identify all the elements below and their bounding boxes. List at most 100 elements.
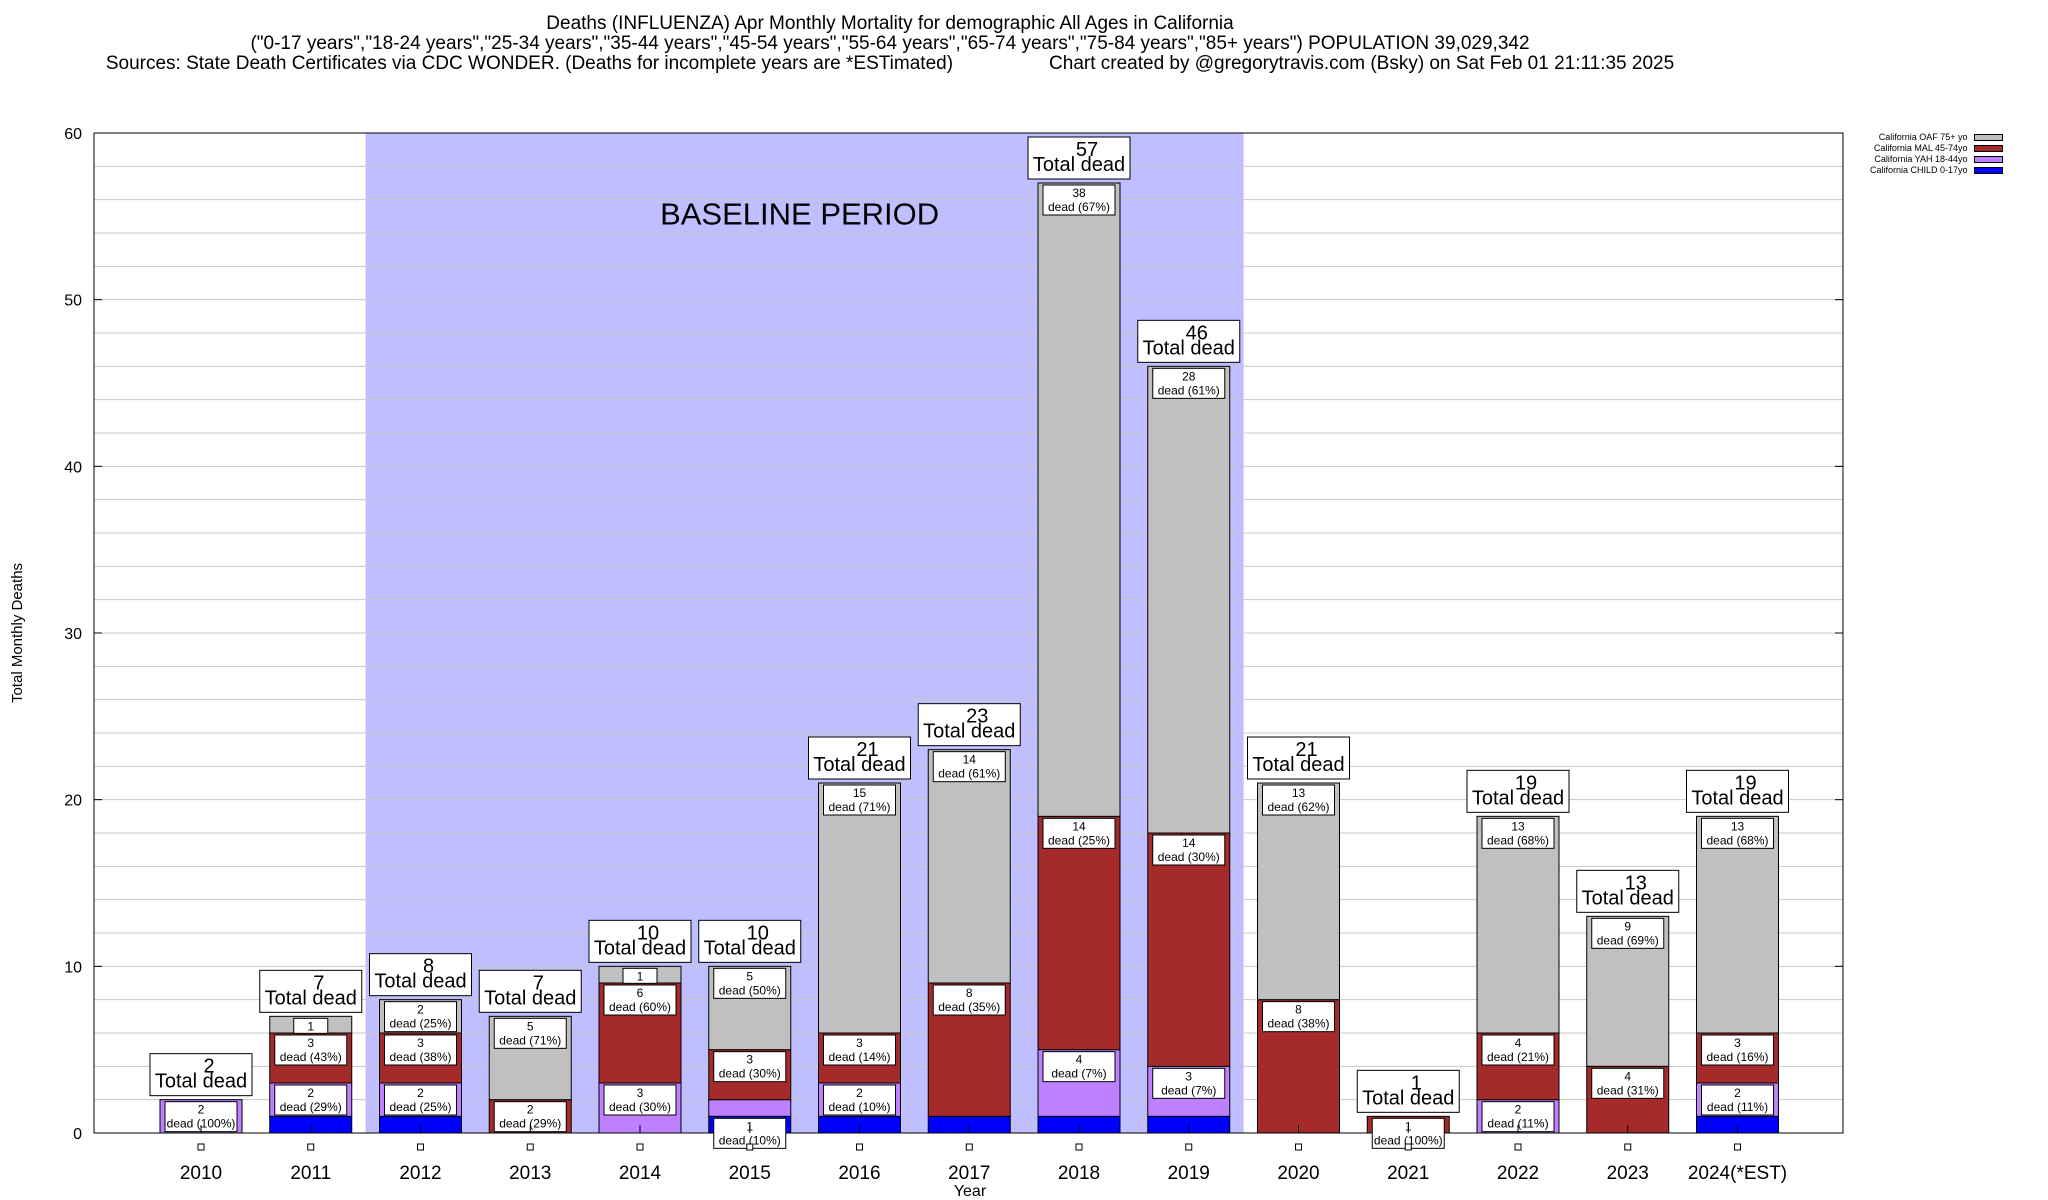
total-label-box	[1247, 736, 1350, 780]
legend-item: California CHILD 0-17yo	[1870, 165, 2003, 176]
segment-label-box	[1591, 1067, 1665, 1099]
segment-label-count: 5	[746, 969, 753, 983]
total-label-value: 7	[313, 972, 324, 994]
bar-marker	[965, 1143, 973, 1151]
segment-label-percent: dead (14%)	[828, 1050, 890, 1064]
bar-segment	[1696, 815, 1779, 1034]
segment-label-percent: dead (68%)	[1487, 833, 1549, 847]
segment-label-box	[293, 1017, 329, 1034]
bar-marker	[526, 1143, 534, 1151]
segment-label-count: 28	[1182, 369, 1196, 383]
segment-label-percent: dead (21%)	[1487, 1050, 1549, 1064]
segment-label-percent: dead (67%)	[1048, 200, 1110, 214]
total-label-box	[1466, 769, 1570, 813]
total-label-box	[1576, 869, 1680, 913]
segment-label-percent: dead (10%)	[719, 1133, 781, 1147]
y-tick-label: 30	[64, 626, 82, 643]
segment-label-count: 3	[1734, 1036, 1741, 1050]
bar-marker	[417, 1143, 424, 1151]
total-label-text: Total dead	[1252, 754, 1344, 776]
segment-label-box	[1481, 1034, 1555, 1066]
bar-segment	[927, 749, 1011, 984]
segment-label-box	[603, 984, 677, 1016]
segment-label-percent: dead (25%)	[389, 1017, 451, 1031]
segment-label-percent: dead (10%)	[828, 1100, 890, 1114]
total-label-value: 13	[1625, 872, 1647, 894]
sources-text: Sources: State Death Certificates via CD…	[105, 53, 954, 74]
y-tick-label: 20	[64, 793, 82, 810]
segment-label-box	[274, 1034, 348, 1066]
segment-label-percent: dead (62%)	[1267, 800, 1329, 814]
total-label-text: Total dead	[1033, 154, 1125, 176]
segment-label-box	[603, 1084, 677, 1116]
segment-label-count: 4	[1515, 1036, 1522, 1050]
total-label-box	[1686, 769, 1789, 813]
segment-label-percent: dead (7%)	[1051, 1067, 1106, 1081]
y-tick-label: 10	[64, 959, 82, 976]
segment-label-count: 2	[417, 1003, 424, 1017]
x-tick-label: 2023	[1607, 1163, 1649, 1184]
bar-segment	[1037, 815, 1121, 1051]
x-axis-label: Year	[954, 1183, 987, 1200]
legend-label: California OAF 75+ yo	[1878, 132, 1968, 142]
x-tick-label: 2013	[509, 1163, 551, 1184]
segment-label-percent: dead (68%)	[1706, 833, 1768, 847]
credit-text: Chart created by @gregorytravis.com (Bsk…	[1049, 53, 1675, 74]
segment-label-box	[713, 1117, 787, 1149]
x-tick-label: 2010	[180, 1163, 222, 1184]
segment-label-percent: dead (30%)	[1158, 850, 1220, 864]
total-label-box	[1137, 319, 1241, 363]
total-label-value: 2	[203, 1056, 214, 1078]
segment-label-box	[1042, 817, 1116, 849]
legend-swatch	[1973, 156, 2003, 163]
segment-label-percent: dead (11%)	[1707, 1100, 1768, 1114]
bar-marker	[746, 1143, 754, 1151]
segment-label-count: 13	[1292, 786, 1306, 800]
segment-label-box	[622, 967, 658, 984]
segment-label-percent: dead (38%)	[389, 1050, 451, 1064]
segment-label-count: 14	[963, 753, 977, 767]
chart-title: Deaths (INFLUENZA) Apr Monthly Mortality…	[546, 13, 1234, 34]
segment-label-percent: dead (25%)	[389, 1100, 451, 1114]
total-label-box	[1356, 1069, 1460, 1113]
x-tick-label: 2011	[290, 1163, 331, 1184]
segment-label-count: 3	[856, 1036, 863, 1050]
total-label-text: Total dead	[374, 971, 466, 993]
bar-marker	[307, 1143, 315, 1151]
legend-swatch	[1973, 167, 2003, 174]
segment-label-count: 14	[1072, 819, 1086, 833]
y-tick-label: 60	[64, 126, 82, 143]
segment-label-count: 5	[527, 1019, 534, 1033]
segment-label-count: 6	[637, 986, 644, 1000]
segment-label-box	[493, 1017, 567, 1049]
bar-segment	[1476, 815, 1560, 1034]
chart-sources-line: Sources: State Death Certificates via CD…	[0, 54, 1780, 74]
segment-label-count: 4	[1076, 1053, 1083, 1067]
bar-marker	[1295, 1143, 1302, 1151]
total-label-box	[478, 969, 582, 1013]
legend: California OAF 75+ yo California MAL 45-7…	[1870, 132, 2003, 176]
y-tick-label: 40	[64, 459, 82, 476]
segment-label-percent: dead (100%)	[167, 1117, 236, 1131]
segment-label-box	[932, 751, 1006, 783]
total-label-text: Total dead	[484, 987, 576, 1009]
total-label-text: Total dead	[155, 1071, 247, 1093]
segment-label-box	[1042, 1051, 1116, 1083]
total-label-box	[369, 953, 472, 997]
total-label-value: 46	[1186, 322, 1208, 344]
total-label-box	[259, 969, 363, 1013]
total-label-text: Total dead	[813, 754, 905, 776]
segment-label-count: 2	[1734, 1086, 1741, 1100]
x-tick-label: 2012	[399, 1163, 441, 1184]
total-label-value: 57	[1076, 139, 1098, 161]
total-label-text: Total dead	[1582, 887, 1674, 909]
segment-label-box	[1371, 1117, 1445, 1149]
total-label-value: 19	[1515, 772, 1537, 794]
segment-label-box	[1481, 817, 1555, 849]
segment-label-box	[1701, 1084, 1774, 1116]
segment-label-percent: dead (43%)	[280, 1050, 342, 1064]
segment-label-count: 3	[1185, 1069, 1192, 1083]
bar-segment	[1147, 365, 1231, 834]
total-label-value: 1	[1411, 1072, 1422, 1094]
